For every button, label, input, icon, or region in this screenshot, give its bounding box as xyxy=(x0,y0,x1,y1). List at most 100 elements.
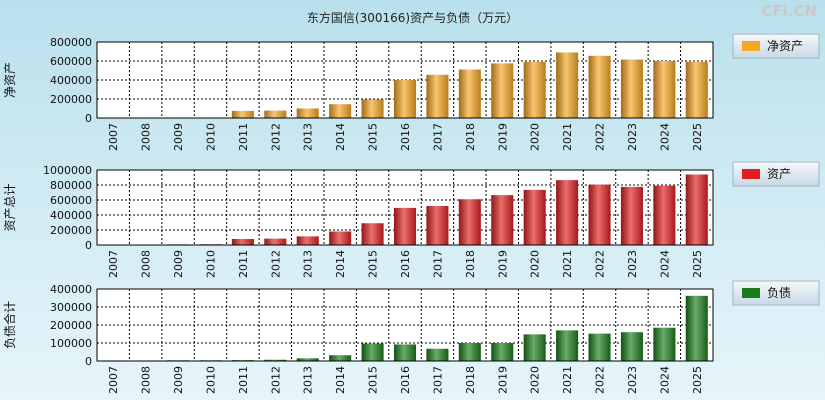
bar-2013 xyxy=(296,358,319,361)
x-tick-label: 2010 xyxy=(204,250,217,278)
bar-2012 xyxy=(264,238,287,245)
x-tick-label: 2012 xyxy=(269,123,282,151)
bar-2021 xyxy=(556,330,579,361)
bar-2011 xyxy=(231,110,254,118)
x-tick-label: 2009 xyxy=(172,123,185,151)
x-tick-label: 2018 xyxy=(464,250,477,278)
bar-2021 xyxy=(556,180,579,245)
plot-frame xyxy=(96,169,714,246)
legend: 净资产 xyxy=(732,33,820,59)
bar-2024 xyxy=(653,185,676,245)
bar-2017 xyxy=(426,206,449,245)
x-tick-label: 2008 xyxy=(140,366,153,394)
bar-2019 xyxy=(491,63,514,118)
x-tick-label: 2011 xyxy=(237,366,250,394)
bar-2020 xyxy=(523,189,546,245)
x-tick-label: 2016 xyxy=(399,366,412,394)
plot-frame xyxy=(96,288,714,362)
x-tick-label: 2009 xyxy=(172,250,185,278)
x-tick-label: 2020 xyxy=(529,250,542,278)
x-tick-label: 2015 xyxy=(367,250,380,278)
plot-frame xyxy=(96,41,714,119)
x-tick-label: 2016 xyxy=(399,123,412,151)
bar-2018 xyxy=(458,69,481,118)
y-tick-label: 200000 xyxy=(50,319,92,332)
x-tick-label: 2011 xyxy=(237,123,250,151)
bar-2025 xyxy=(685,295,708,361)
x-tick-label: 2014 xyxy=(334,123,347,151)
legend-label: 资产 xyxy=(767,167,791,181)
legend: 负债 xyxy=(732,280,820,306)
x-tick-label: 2009 xyxy=(172,366,185,394)
x-tick-label: 2024 xyxy=(658,250,671,278)
y-axis-title: 净资产 xyxy=(3,62,17,98)
bar-2015 xyxy=(361,99,384,118)
x-tick-label: 2008 xyxy=(140,250,153,278)
x-tick-label: 2007 xyxy=(107,123,120,151)
x-tick-label: 2023 xyxy=(626,250,639,278)
x-tick-label: 2010 xyxy=(204,366,217,394)
bar-2015 xyxy=(361,223,384,245)
legend: 资产 xyxy=(732,161,820,187)
y-tick-label: 100000 xyxy=(50,337,92,350)
x-tick-label: 2024 xyxy=(658,123,671,151)
x-tick-label: 2022 xyxy=(594,366,607,394)
bar-2017 xyxy=(426,348,449,361)
y-tick-label: 200000 xyxy=(50,224,92,237)
bar-2014 xyxy=(329,355,352,361)
x-tick-label: 2020 xyxy=(529,123,542,151)
x-tick-label: 2019 xyxy=(496,250,509,278)
bar-2021 xyxy=(556,52,579,119)
brand-logo: CFi.CN xyxy=(761,2,817,20)
bar-2019 xyxy=(491,343,514,361)
y-axis-title: 负债合计 xyxy=(2,301,17,349)
x-tick-label: 2007 xyxy=(107,250,120,278)
y-tick-label: 0 xyxy=(85,112,92,125)
bar-2016 xyxy=(393,344,417,361)
x-tick-label: 2018 xyxy=(464,123,477,151)
bar-2020 xyxy=(523,61,546,118)
bar-2025 xyxy=(685,61,708,118)
x-tick-label: 2017 xyxy=(431,250,444,278)
x-tick-label: 2019 xyxy=(496,123,509,151)
x-tick-label: 2024 xyxy=(658,366,671,394)
bar-2025 xyxy=(685,174,708,245)
x-tick-label: 2022 xyxy=(594,250,607,278)
legend-label: 负债 xyxy=(767,286,791,300)
x-tick-label: 2016 xyxy=(399,250,412,278)
x-tick-label: 2014 xyxy=(334,366,347,394)
legend-label: 净资产 xyxy=(767,39,803,53)
x-tick-label: 2013 xyxy=(302,250,315,278)
bar-2018 xyxy=(458,343,481,361)
bar-2013 xyxy=(296,108,319,118)
legend-swatch xyxy=(742,41,760,51)
bar-2022 xyxy=(588,184,611,245)
y-tick-label: 0 xyxy=(85,239,92,252)
legend-swatch xyxy=(742,169,760,179)
bar-2018 xyxy=(458,199,481,245)
x-tick-label: 2025 xyxy=(691,123,704,151)
x-tick-label: 2012 xyxy=(269,250,282,278)
y-tick-label: 1000000 xyxy=(43,164,92,177)
chart-panel-1: 0 200000 400000 600000 800000 2007 2008 2009 201… xyxy=(3,33,820,151)
x-tick-label: 2013 xyxy=(302,366,315,394)
y-tick-label: 800000 xyxy=(50,179,92,192)
legend-swatch xyxy=(742,288,760,298)
bar-2023 xyxy=(620,332,643,361)
bar-2017 xyxy=(426,74,449,118)
bar-2011 xyxy=(231,239,254,245)
x-tick-label: 2020 xyxy=(529,366,542,394)
bar-2012 xyxy=(264,359,287,361)
x-tick-label: 2017 xyxy=(431,123,444,151)
x-tick-label: 2025 xyxy=(691,366,704,394)
chart-panel-3: 0 100000 200000 300000 400000 2007 2008 2009 201… xyxy=(2,280,820,394)
bar-2024 xyxy=(653,327,676,361)
bar-2016 xyxy=(393,207,417,245)
x-tick-label: 2018 xyxy=(464,366,477,394)
bar-2023 xyxy=(620,186,643,245)
x-tick-label: 2021 xyxy=(561,123,574,151)
x-tick-label: 2023 xyxy=(626,123,639,151)
bar-2015 xyxy=(361,343,384,361)
x-tick-label: 2012 xyxy=(269,366,282,394)
